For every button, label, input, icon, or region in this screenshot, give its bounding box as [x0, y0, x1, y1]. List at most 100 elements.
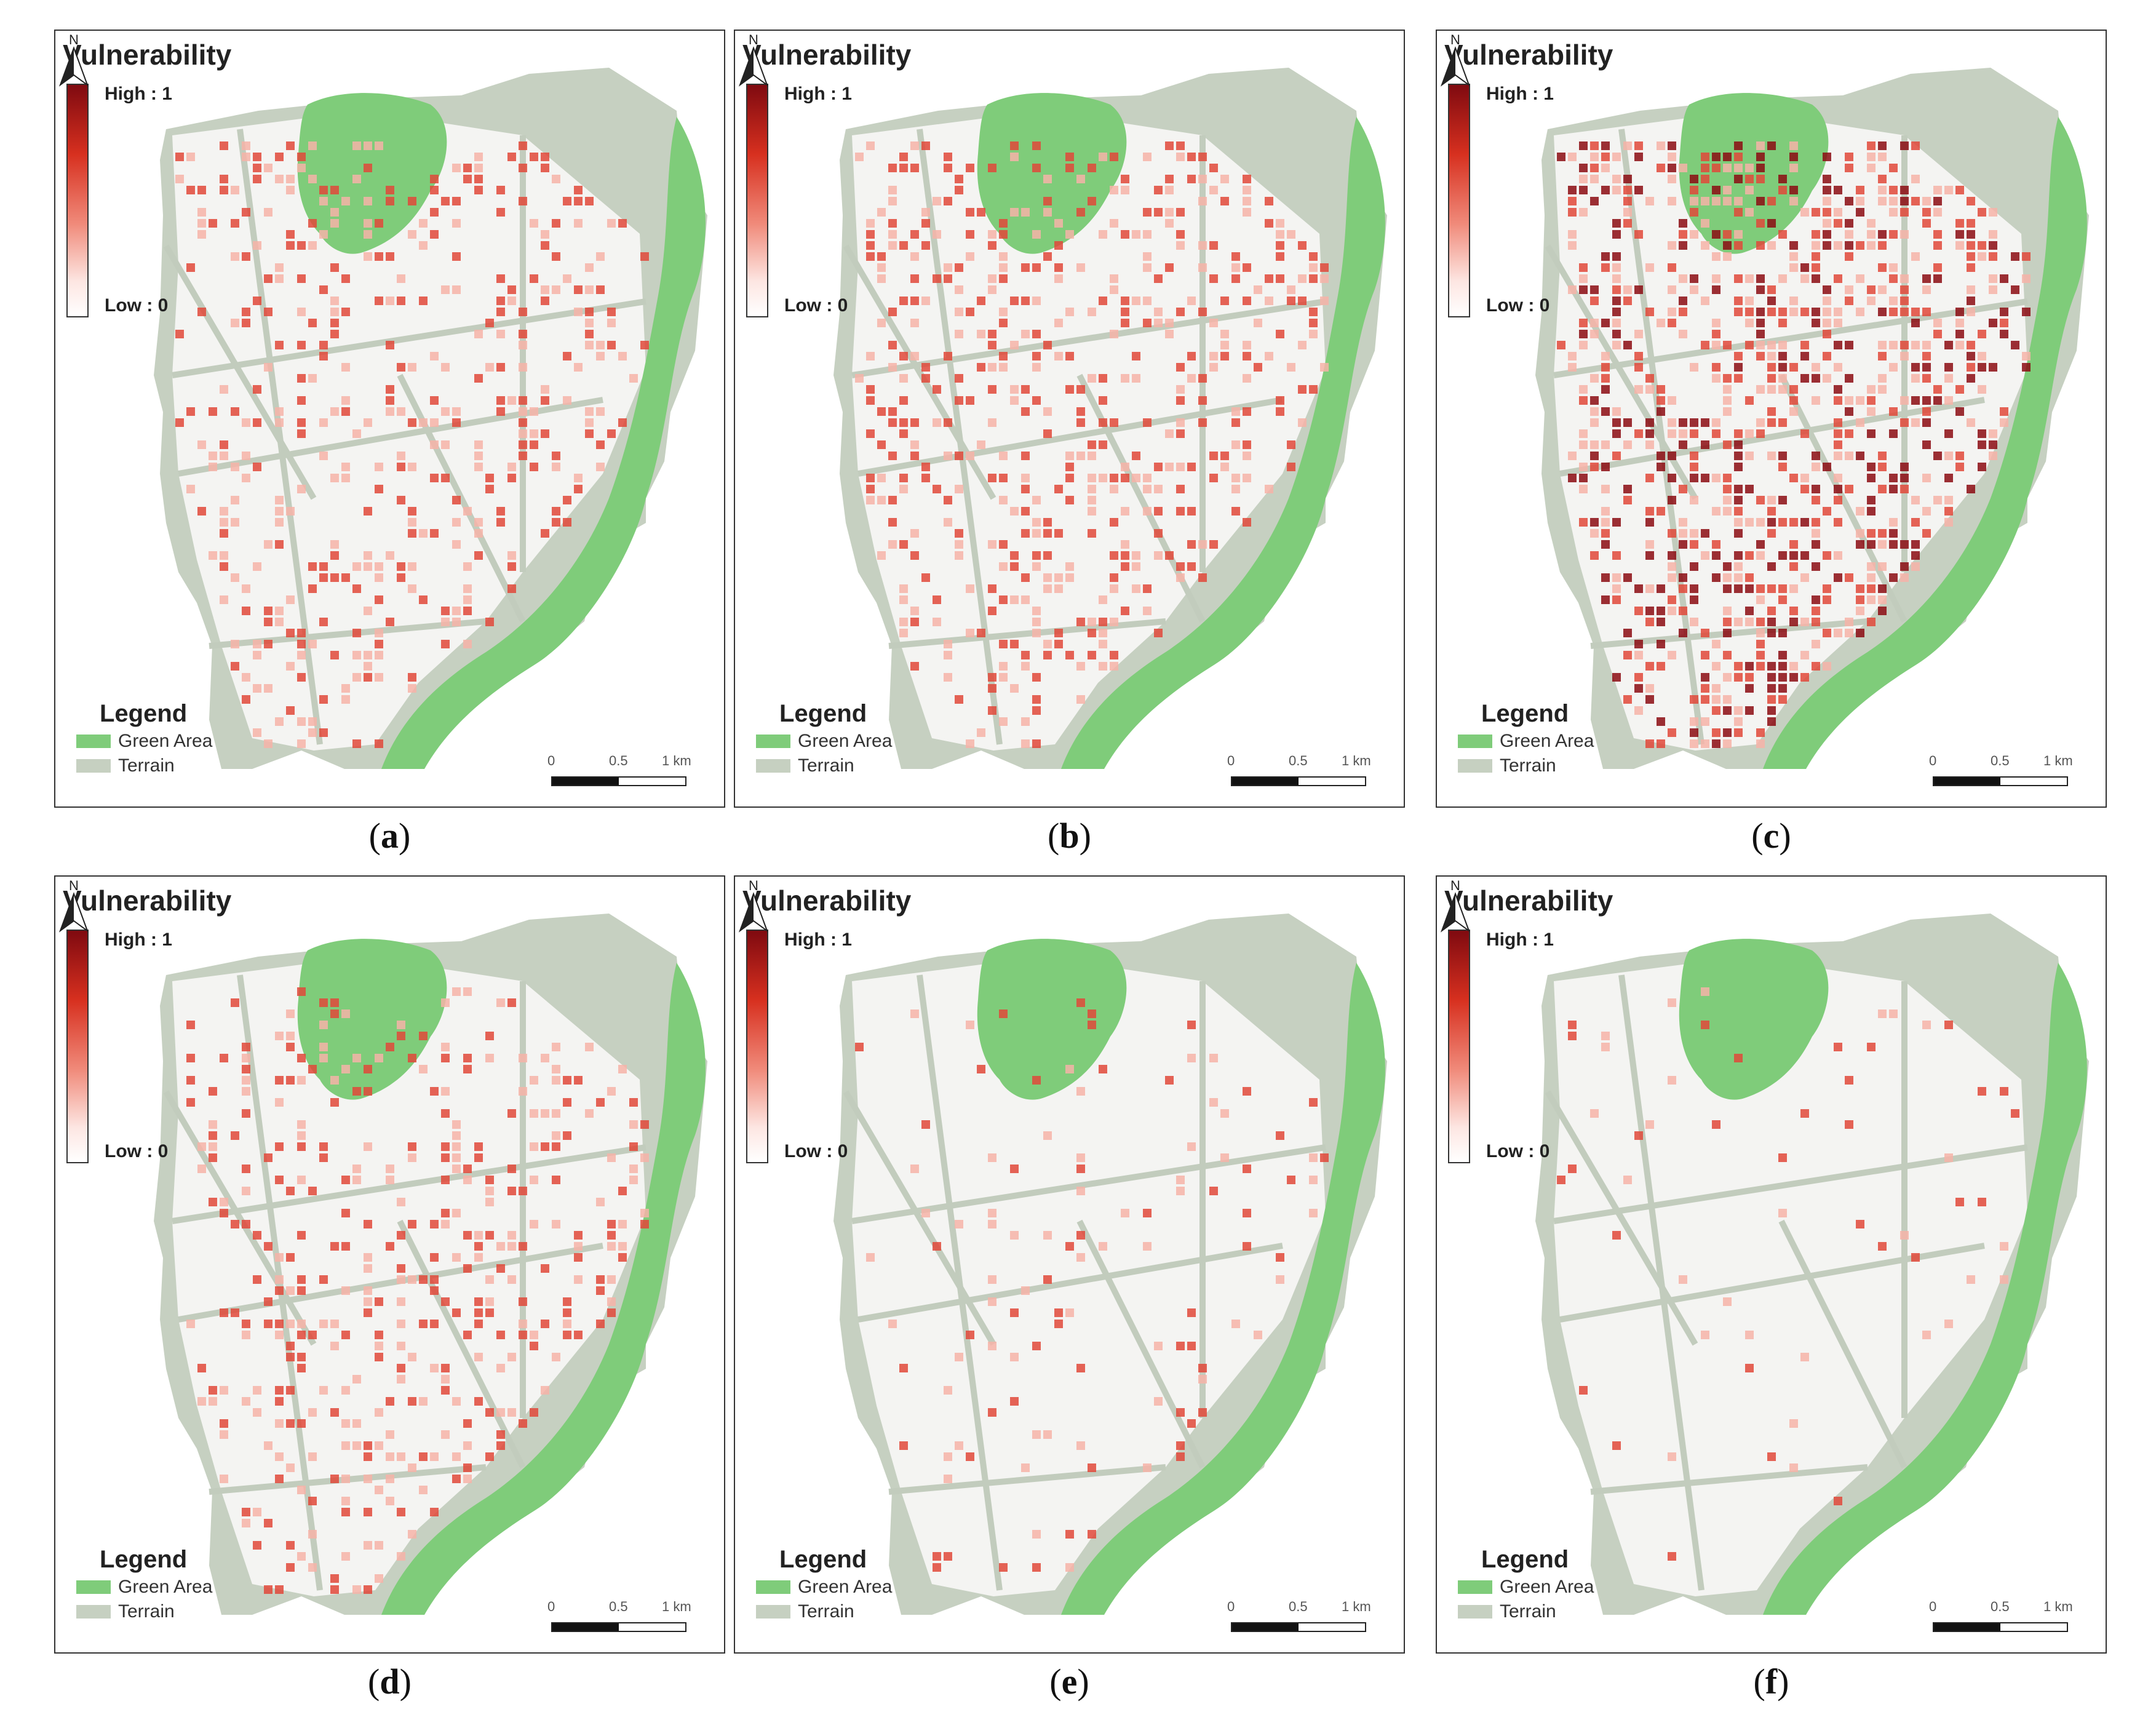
vulnerability-block [1911, 540, 1920, 549]
vulnerability-block [397, 1452, 405, 1461]
vulnerability-block [1076, 1165, 1085, 1173]
road-3 [843, 1090, 996, 1346]
vulnerability-block [1955, 308, 1964, 316]
vulnerability-block [1243, 474, 1251, 482]
vulnerability-block [921, 363, 930, 372]
vulnerability-block [463, 1419, 472, 1428]
vulnerability-block [1834, 452, 1842, 460]
vulnerability-block [585, 1109, 594, 1118]
vulnerability-block [474, 1242, 483, 1251]
vulnerability-block [1734, 153, 1743, 161]
vulnerability-block [375, 1353, 383, 1361]
vulnerability-block [1690, 584, 1698, 593]
vulnerability-block [1734, 241, 1743, 250]
vulnerability-block [1878, 374, 1887, 383]
vulnerability-block [1845, 219, 1853, 228]
vulnerability-block [1320, 1153, 1329, 1162]
vulnerability-block [1789, 241, 1798, 250]
vulnerability-block [1032, 230, 1041, 239]
vulnerability-block [988, 706, 996, 715]
vulnerability-block [1154, 463, 1163, 471]
vulnerability-block [242, 1054, 250, 1062]
vulnerability-block [1309, 1176, 1318, 1184]
vulnerability-block [485, 1187, 494, 1195]
vulnerability-block [375, 252, 383, 261]
vulnerability-block [1110, 285, 1118, 294]
vulnerability-block [375, 1297, 383, 1306]
vulnerability-block [452, 518, 461, 527]
vulnerability-block [1789, 186, 1798, 194]
vulnerability-block [1767, 706, 1776, 715]
vulnerability-block [899, 485, 908, 493]
vulnerability-block [1612, 175, 1621, 183]
vulnerability-block [1856, 208, 1864, 217]
vulnerability-block [297, 987, 306, 996]
vulnerability-block [1978, 208, 1986, 217]
vulnerability-block [1220, 175, 1229, 183]
vulnerability-block [441, 1386, 450, 1395]
vulnerability-block [1634, 363, 1643, 372]
vulnerability-block [1745, 662, 1754, 671]
vulnerability-block [1933, 319, 1942, 327]
vulnerability-block [1198, 197, 1207, 205]
vulnerability-block [899, 396, 908, 405]
vulnerability-block [1645, 518, 1654, 527]
vulnerability-block [1978, 440, 1986, 449]
vulnerability-block [1590, 551, 1599, 560]
vulnerability-block [1088, 1021, 1096, 1029]
vulnerability-block [341, 1552, 350, 1561]
vulnerability-block [507, 1408, 516, 1417]
vulnerability-block [1287, 297, 1295, 305]
scale-label-end: 1 km [1342, 753, 1371, 768]
vulnerability-block [275, 1331, 284, 1339]
vulnerability-block [253, 1508, 261, 1516]
vulnerability-block [1867, 285, 1876, 294]
terrain-swatch [76, 1605, 111, 1619]
vulnerability-block [944, 651, 952, 659]
vulnerability-block [1132, 562, 1140, 571]
vulnerability-block [944, 1386, 952, 1395]
vulnerability-block [574, 186, 583, 194]
vulnerability-block [330, 1098, 339, 1107]
vulnerability-block [1690, 562, 1698, 571]
vulnerability-block [1723, 474, 1732, 482]
vulnerability-block [264, 363, 272, 372]
vulnerability-block [308, 728, 317, 737]
vulnerability-block [496, 1441, 505, 1450]
vulnerability-block [297, 1231, 306, 1240]
vulnerability-block [1076, 418, 1085, 427]
vulnerability-block [1812, 618, 1820, 626]
vulnerability-block [1198, 153, 1207, 161]
central-park [977, 939, 1127, 1100]
vulnerability-block [364, 1541, 372, 1550]
vulnerability-block [1645, 540, 1654, 549]
vulnerability-block [1099, 474, 1107, 482]
vulnerability-block [1800, 374, 1809, 383]
vulnerability-block [364, 1441, 372, 1450]
vulnerability-block [541, 1109, 549, 1118]
vulnerability-block [209, 1386, 217, 1395]
vulnerability-block [1088, 618, 1096, 626]
vulnerability-block [1054, 529, 1063, 538]
vulnerability-block [1878, 341, 1887, 349]
vulnerability-block [1745, 706, 1754, 715]
vulnerability-block [474, 374, 483, 383]
vulnerability-block [866, 429, 875, 438]
vulnerability-block [1900, 297, 1909, 305]
vulnerability-block [231, 1220, 239, 1228]
vulnerability-block [1121, 374, 1129, 383]
vulnerability-block [1645, 429, 1654, 438]
vulnerability-block [988, 385, 996, 394]
vulnerability-block [2000, 418, 2008, 427]
vulnerability-block [264, 1519, 272, 1527]
vulnerability-block [485, 485, 494, 493]
vulnerability-block [1756, 385, 1765, 394]
vulnerability-block [1767, 562, 1776, 571]
vulnerability-block [1032, 297, 1041, 305]
vulnerability-block [319, 1054, 328, 1062]
vulnerability-block [1668, 529, 1676, 538]
vulnerability-block [1132, 374, 1140, 383]
vulnerability-block [264, 308, 272, 316]
legend-item-label: Terrain [1500, 1601, 1556, 1622]
vulnerability-block [220, 385, 228, 394]
